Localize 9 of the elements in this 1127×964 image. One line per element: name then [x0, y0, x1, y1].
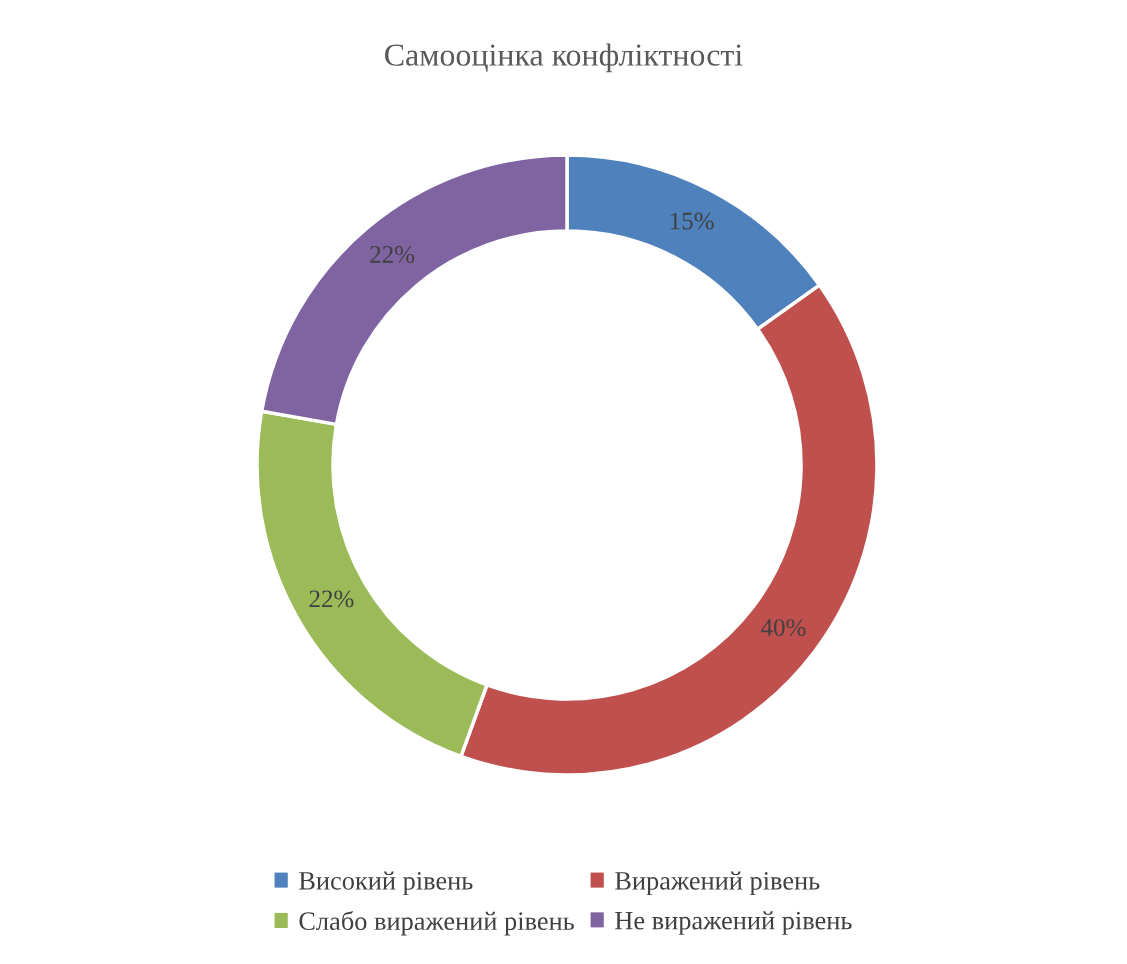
data-label: 15%: [670, 212, 714, 230]
legend-label: Високий рівень: [299, 871, 473, 896]
legend-label: Не виражений рівень: [615, 911, 852, 935]
data-label: 22%: [309, 590, 354, 608]
data-label: 40%: [761, 619, 806, 637]
chart-title: Самооцінка конфліктності: [385, 43, 743, 73]
legend-label: Виражений рівень: [615, 871, 820, 896]
data-label: 22%: [370, 246, 415, 263]
legend-label: Слабо виражений рівень: [299, 910, 574, 936]
